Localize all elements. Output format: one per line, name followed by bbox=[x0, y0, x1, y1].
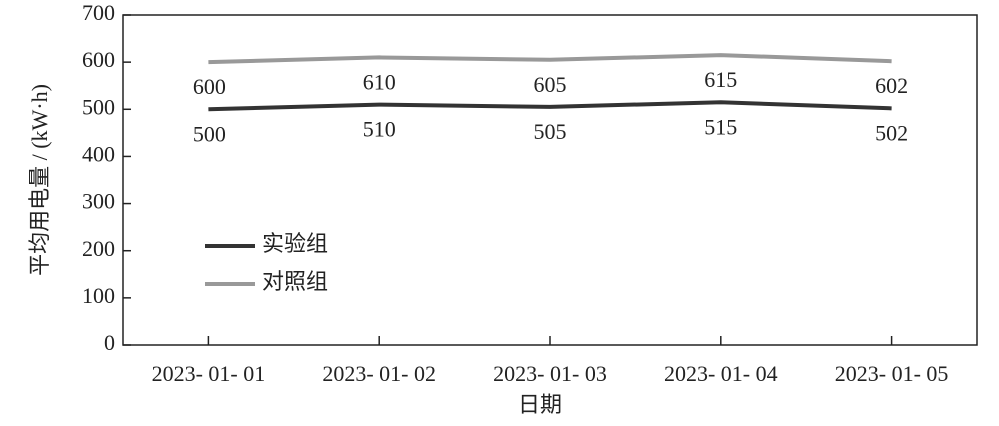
x-tick-label: 2023- 01- 04 bbox=[664, 361, 778, 386]
data-label: 602 bbox=[875, 73, 908, 98]
x-tick-label: 2023- 01- 03 bbox=[493, 361, 607, 386]
x-tick-label: 2023- 01- 02 bbox=[322, 361, 436, 386]
data-label: 500 bbox=[193, 121, 226, 146]
x-axis-label: 日期 bbox=[518, 392, 562, 417]
legend-label: 对照组 bbox=[262, 269, 328, 294]
y-tick-label: 300 bbox=[82, 189, 115, 214]
data-label: 502 bbox=[875, 120, 908, 145]
series-line bbox=[208, 53, 892, 65]
data-label: 605 bbox=[534, 72, 567, 97]
y-axis-label: 平均用电量 / (kW·h) bbox=[27, 84, 52, 276]
data-label: 505 bbox=[534, 119, 567, 144]
x-tick-label: 2023- 01- 01 bbox=[152, 361, 266, 386]
data-label: 600 bbox=[193, 74, 226, 99]
plot-frame bbox=[122, 14, 978, 346]
data-label: 615 bbox=[704, 67, 737, 92]
y-tick-label: 0 bbox=[104, 330, 115, 355]
legend-label: 实验组 bbox=[262, 231, 328, 256]
data-label: 610 bbox=[363, 69, 396, 94]
y-tick-label: 700 bbox=[82, 0, 115, 25]
y-tick-label: 200 bbox=[82, 236, 115, 261]
series-line bbox=[208, 100, 892, 112]
y-tick-label: 400 bbox=[82, 141, 115, 166]
y-tick-label: 500 bbox=[82, 94, 115, 119]
x-tick-label: 2023- 01- 05 bbox=[835, 361, 949, 386]
data-label: 515 bbox=[704, 114, 737, 139]
data-label: 510 bbox=[363, 117, 396, 142]
y-tick-label: 600 bbox=[82, 47, 115, 72]
y-tick-label: 100 bbox=[82, 283, 115, 308]
